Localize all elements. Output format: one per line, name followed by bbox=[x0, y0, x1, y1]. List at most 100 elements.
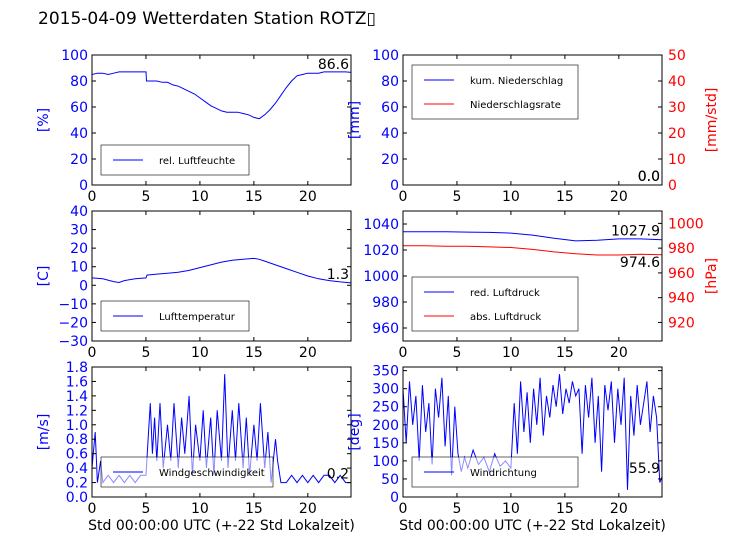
last-value-label: 86.6 bbox=[318, 57, 349, 73]
x-tick-label: 5 bbox=[452, 189, 461, 205]
x-tick-label: 15 bbox=[245, 189, 263, 205]
x-tick-label: 0 bbox=[88, 501, 97, 517]
y-tick-label: 80 bbox=[70, 74, 88, 90]
y-tick-label: 0.4 bbox=[66, 461, 88, 477]
y-tick-label: 20 bbox=[70, 152, 88, 168]
figure-title: 2015-04-09 Wetterdaten Station ROTZ▯ bbox=[38, 9, 376, 29]
y-axis-label: [m/s] bbox=[36, 414, 52, 451]
last-value-label: 1027.9 bbox=[611, 224, 660, 240]
y-tick-label: 40 bbox=[70, 204, 88, 220]
y-tick-label: 30 bbox=[70, 223, 88, 239]
y2-tick-label: 0 bbox=[668, 178, 677, 194]
legend-box-pressure bbox=[411, 276, 579, 332]
y2-axis-label: [mm/std] bbox=[704, 88, 720, 153]
panel-pressure: 0 5 10 15 20 960 980 1000 1020 1040 920 940 960 980 10… bbox=[363, 210, 720, 361]
axes-frame-precipitation bbox=[402, 54, 663, 186]
y-tick-label: 100 bbox=[372, 454, 399, 470]
y2-tick-label: 40 bbox=[668, 74, 686, 90]
y-tick-label: −30 bbox=[58, 334, 88, 350]
y-tick-label: 10 bbox=[70, 260, 88, 276]
x-axis-label: Std 00:00:00 UTC (+-22 Std Lokalzeit) bbox=[399, 518, 666, 534]
y-tick-label: 1.2 bbox=[66, 403, 88, 419]
axes-frame-winddirection bbox=[402, 366, 663, 498]
y-tick-label: 980 bbox=[372, 295, 399, 311]
y-tick-label: 0 bbox=[390, 178, 399, 194]
x-tick-label: 10 bbox=[191, 345, 209, 361]
x-tick-label: 20 bbox=[299, 501, 317, 517]
y-tick-label: 100 bbox=[372, 48, 399, 64]
panel-winddirection: 0 5 10 15 20050100150200250300350[deg]Windri… bbox=[347, 364, 666, 534]
x-tick-label: 10 bbox=[191, 501, 209, 517]
y-tick-label: 0.0 bbox=[66, 490, 88, 506]
panel-temperature: 0 5 10 15 20 −30 −20 −10 0 10 20 30 40 [C] Lufttempera… bbox=[36, 204, 352, 361]
x-tick-label: 10 bbox=[502, 501, 520, 517]
x-tick-label: 15 bbox=[556, 501, 574, 517]
last-value-label: 55.9 bbox=[629, 461, 660, 477]
last-value-label: 0.0 bbox=[638, 169, 660, 185]
y-tick-label: 0.8 bbox=[66, 432, 88, 448]
x-tick-label: 5 bbox=[452, 501, 461, 517]
y-axis-label: [mm] bbox=[347, 101, 363, 139]
legend-label: Niederschlagsrate bbox=[470, 100, 561, 111]
y-axis-label: [%] bbox=[36, 108, 52, 132]
y2-tick-label: 20 bbox=[668, 126, 686, 142]
y-tick-label: 200 bbox=[372, 418, 399, 434]
y-tick-label: 150 bbox=[372, 436, 399, 452]
x-tick-label: 15 bbox=[245, 345, 263, 361]
legend-label: Windgeschwindigkeit bbox=[159, 468, 265, 479]
x-tick-label: 5 bbox=[452, 345, 461, 361]
legend-label: Windrichtung bbox=[470, 468, 537, 479]
y-tick-label: 350 bbox=[372, 364, 399, 380]
series-line-pressure-0 bbox=[403, 231, 662, 242]
last-value-label-2: 0.0 bbox=[638, 169, 660, 185]
y2-tick-label: 920 bbox=[668, 315, 695, 331]
x-tick-label: 5 bbox=[141, 501, 150, 517]
x-tick-label: 10 bbox=[502, 189, 520, 205]
y-tick-label: 1040 bbox=[363, 217, 399, 233]
y2-tick-label: 10 bbox=[668, 152, 686, 168]
y-tick-label: 40 bbox=[70, 126, 88, 142]
y-axis-label: [deg] bbox=[347, 413, 363, 450]
series-line-temperature-0 bbox=[92, 257, 351, 284]
y-tick-label: 1000 bbox=[363, 269, 399, 285]
y-tick-label: −20 bbox=[58, 315, 88, 331]
series-line-winddirection-0 bbox=[403, 374, 662, 490]
series-line-pressure-1 bbox=[403, 245, 662, 256]
y2-tick-label: 30 bbox=[668, 100, 686, 116]
x-tick-label: 15 bbox=[556, 189, 574, 205]
x-tick-label: 15 bbox=[245, 501, 263, 517]
y-tick-label: 0 bbox=[79, 278, 88, 294]
y2-tick-label: 1000 bbox=[668, 216, 704, 232]
axes-frame-windspeed bbox=[91, 366, 352, 498]
x-tick-label: 20 bbox=[610, 189, 628, 205]
legend-label: rel. Luftfeuchte bbox=[159, 156, 235, 167]
y-tick-label: 1.6 bbox=[66, 374, 88, 390]
y-tick-label: 1020 bbox=[363, 243, 399, 259]
x-tick-label: 5 bbox=[141, 189, 150, 205]
x-tick-label: 20 bbox=[610, 501, 628, 517]
legend-label: kum. Niederschlag bbox=[470, 76, 563, 87]
x-tick-label: 0 bbox=[88, 189, 97, 205]
y-tick-label: 60 bbox=[70, 100, 88, 116]
legend-box-precipitation bbox=[411, 64, 579, 120]
x-tick-label: 0 bbox=[399, 345, 408, 361]
y-tick-label: −10 bbox=[58, 297, 88, 313]
panel-precipitation: 0 5 10 15 20 0 20 40 60 80 100 0 10 20 30 40 50 [mm] [mm/s… bbox=[347, 48, 720, 205]
x-tick-label: 0 bbox=[88, 345, 97, 361]
y2-tick-label: 940 bbox=[668, 291, 695, 307]
y-tick-label: 50 bbox=[381, 472, 399, 488]
y-tick-label: 300 bbox=[372, 382, 399, 398]
last-value-label: 1.3 bbox=[327, 267, 349, 283]
y-tick-label: 0 bbox=[79, 178, 88, 194]
x-axis-label: Std 00:00:00 UTC (+-22 Std Lokalzeit) bbox=[88, 518, 355, 534]
y2-tick-label: 960 bbox=[668, 266, 695, 282]
axes-frame-temperature bbox=[91, 210, 352, 342]
y-tick-label: 0.6 bbox=[66, 447, 88, 463]
y2-axis-label: [hPa] bbox=[704, 258, 720, 294]
y-tick-label: 250 bbox=[372, 400, 399, 416]
x-tick-label: 10 bbox=[191, 189, 209, 205]
x-tick-label: 10 bbox=[502, 345, 520, 361]
y-tick-label: 960 bbox=[372, 321, 399, 337]
x-tick-label: 0 bbox=[399, 189, 408, 205]
